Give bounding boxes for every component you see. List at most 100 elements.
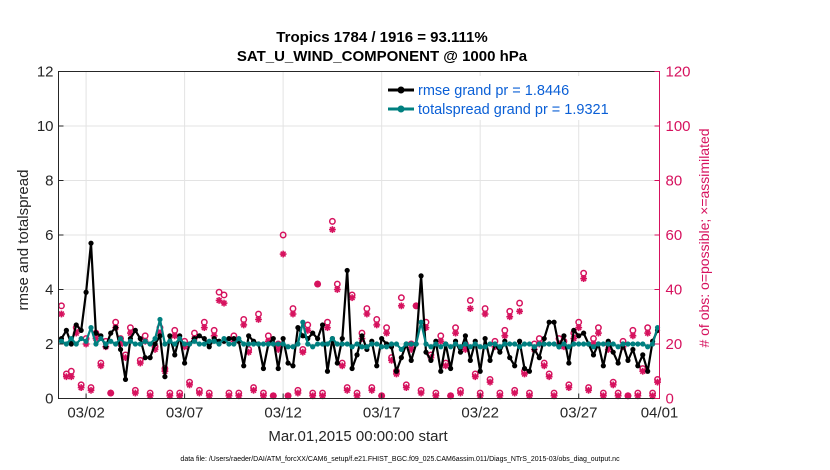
spread-point [78, 335, 84, 342]
assimilated-star-point [279, 250, 287, 258]
rmse-point [482, 335, 488, 342]
assimilated-star-point [466, 305, 474, 312]
spread-point [334, 341, 340, 347]
spread-point [571, 341, 577, 347]
y-tick-label-left: 0 [45, 391, 53, 408]
assimilated-star-point [250, 386, 257, 394]
spread-point [246, 341, 252, 347]
rmse-point [374, 363, 380, 369]
spread-point [280, 341, 286, 347]
assimilated-star-point [255, 316, 262, 323]
assimilated-star-point [67, 373, 75, 381]
spread-point [73, 341, 79, 347]
spread-point [290, 344, 296, 350]
rmse-point [334, 360, 340, 366]
assimilated-star-point [368, 386, 376, 394]
rmse-point [507, 355, 513, 361]
rmse-point [477, 368, 483, 374]
x-tick-label: 03/07 [166, 405, 204, 422]
rmse-point [324, 368, 331, 374]
rmse-point [295, 325, 301, 331]
rmse-point [590, 352, 597, 358]
spread-point [462, 341, 469, 347]
rmse-point [571, 327, 577, 333]
assimilated-star-point [225, 392, 233, 400]
spread-point [433, 341, 439, 347]
rmse-point [285, 360, 291, 366]
y-tick-label-left: 4 [45, 282, 53, 299]
y-tick-label-left: 6 [45, 227, 53, 244]
spread-point [162, 341, 168, 347]
spread-point [137, 341, 143, 347]
spread-point [231, 341, 237, 347]
data-file-footer: data file: /Users/raeder/DAI/ATM_forcXX/… [180, 456, 620, 463]
rmse-point [561, 333, 567, 339]
spread-point [226, 341, 232, 347]
spread-point [576, 341, 582, 347]
assimilated-star-point [442, 362, 450, 370]
legend-marker-rmse [397, 86, 405, 94]
spread-point [605, 341, 611, 347]
rmse-point [83, 289, 89, 295]
spread-point [329, 335, 335, 342]
rmse-point [260, 365, 267, 372]
rmse-point [581, 330, 587, 336]
assimilated-star-point [501, 332, 509, 340]
spread-point [452, 341, 459, 347]
assimilated-star-point [97, 362, 105, 370]
spread-point [374, 341, 380, 347]
assimilated-star-point [447, 392, 455, 400]
rmse-point [201, 335, 207, 342]
assimilated-star-point [585, 386, 592, 394]
spread-point [413, 341, 419, 347]
spread-point [650, 341, 656, 347]
assimilated-star-point [284, 392, 292, 400]
spread-point [497, 344, 503, 350]
y-tick-label-right: 0 [666, 391, 674, 408]
assimilated-star-point [516, 307, 523, 315]
assimilated-star-point [195, 389, 203, 397]
legend-label-rmse: rmse grand pr = 1.8446 [418, 83, 569, 99]
assimilated-star-point [417, 389, 425, 397]
assimilated-star-point [452, 329, 459, 337]
spread-point [388, 341, 395, 347]
spread-point [359, 344, 365, 350]
spread-point [640, 341, 646, 347]
legend-marker-spread [397, 105, 405, 113]
assimilated-star-point [397, 302, 405, 310]
assimilated-star-point [540, 362, 548, 370]
rmse-point [487, 357, 493, 363]
spread-point [610, 341, 616, 347]
rmse-point [615, 360, 621, 366]
rmse-point [162, 374, 168, 380]
rmse-point [226, 335, 232, 342]
spread-point [354, 341, 360, 347]
assimilated-star-point [314, 280, 322, 288]
possible-obs-point [397, 294, 405, 302]
assimilated-star-point [343, 386, 351, 394]
assimilated-star-point [289, 310, 297, 318]
rmse-point [521, 365, 528, 372]
spread-point [507, 341, 513, 347]
y-tick-label-right: 20 [666, 336, 683, 353]
rmse-point [423, 349, 429, 355]
spread-point [319, 341, 326, 347]
rmse-point [418, 273, 424, 279]
assimilated-star-point [511, 389, 519, 397]
assimilated-star-point [486, 378, 494, 386]
spread-point [255, 341, 262, 347]
spread-point [132, 341, 138, 347]
rmse-point [640, 352, 646, 358]
rmse-point [137, 335, 143, 342]
assimilated-star-point [481, 310, 489, 318]
spread-point [63, 341, 69, 347]
assimilated-star-point [107, 389, 115, 397]
rmse-point [122, 376, 129, 383]
spread-point [408, 341, 414, 347]
assimilated-star-point [521, 370, 528, 378]
spread-point [654, 325, 661, 331]
spread-point [122, 341, 129, 347]
spread-point [191, 338, 198, 344]
spread-point [88, 325, 94, 331]
rmse-point [182, 360, 188, 366]
